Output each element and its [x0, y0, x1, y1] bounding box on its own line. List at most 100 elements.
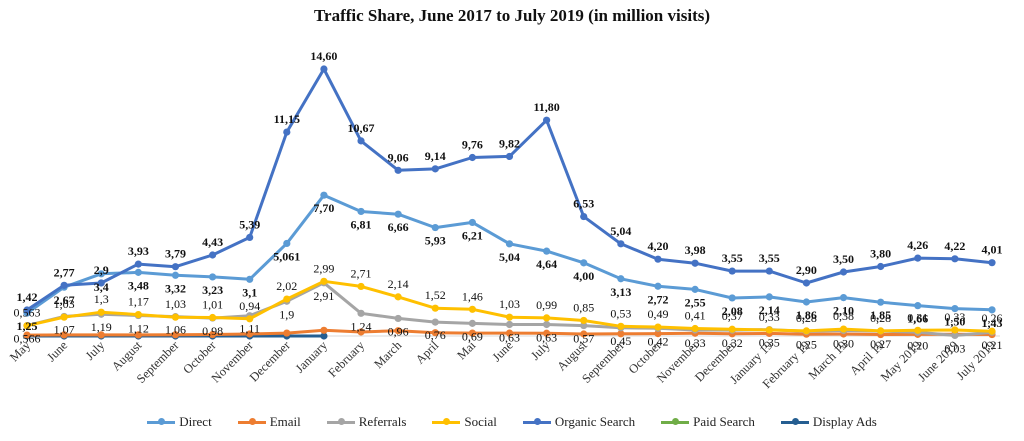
- data-label-referrals: 0,30: [833, 337, 854, 351]
- data-label-social: 0,41: [685, 309, 706, 323]
- legend-label: Paid Search: [693, 414, 755, 429]
- data-label-direct: 2,55: [685, 295, 706, 309]
- point-direct: [877, 298, 885, 306]
- point-social: [914, 326, 922, 334]
- series-social: [23, 277, 996, 335]
- point-social: [988, 327, 996, 335]
- data-label-organic-search: 6,53: [573, 197, 594, 211]
- data-label-referrals: 0,566: [14, 332, 41, 346]
- data-label-direct: 6,21: [462, 228, 483, 242]
- data-label-organic-search: 4,43: [202, 235, 223, 249]
- data-label-social: 2,99: [313, 261, 334, 275]
- data-label-direct: 2,14: [759, 303, 780, 317]
- data-label-referrals: 1,07: [54, 322, 75, 336]
- x-tick-label: June: [44, 338, 70, 364]
- data-label-direct: 6,66: [388, 220, 409, 234]
- legend-item-direct[interactable]: Direct: [147, 414, 212, 430]
- legend-label: Referrals: [358, 414, 407, 429]
- data-label-organic-search: 3,55: [722, 251, 743, 265]
- point-organic-search: [394, 166, 402, 174]
- point-direct: [654, 282, 662, 290]
- point-organic-search: [171, 263, 180, 271]
- point-social: [357, 282, 365, 291]
- point-organic-search: [208, 251, 217, 259]
- point-social: [802, 327, 811, 335]
- legend-item-organic-search[interactable]: Organic Search: [522, 414, 635, 430]
- data-label-direct: 3,48: [128, 278, 149, 292]
- point-referrals: [468, 319, 476, 327]
- point-email: [505, 329, 514, 337]
- data-label-organic-search: 9,14: [425, 149, 446, 163]
- point-social: [394, 293, 402, 301]
- legend-label: Display Ads: [812, 414, 877, 429]
- data-label-organic-search: 9,06: [388, 150, 409, 164]
- chart-title: Traffic Share, June 2017 to July 2019 (i…: [313, 6, 711, 25]
- point-organic-search: [468, 153, 476, 162]
- data-label-social: 2,02: [276, 279, 297, 293]
- data-label-direct: 2,08: [722, 304, 743, 318]
- point-email: [171, 331, 180, 339]
- point-email: [357, 328, 365, 336]
- point-email: [283, 329, 291, 337]
- series-lines: [23, 65, 996, 340]
- point-email: [580, 330, 588, 338]
- legend-item-referrals[interactable]: Referrals: [326, 414, 407, 430]
- data-label-referrals: 2,91: [313, 289, 334, 303]
- point-organic-search: [23, 306, 31, 314]
- data-label-direct: 3,1: [242, 285, 257, 299]
- point-referrals: [431, 318, 439, 326]
- x-tick-label: April: [413, 338, 442, 367]
- point-direct: [208, 273, 217, 281]
- legend-dot-icon: [533, 418, 541, 425]
- data-label-organic-search: 9,76: [462, 138, 483, 152]
- data-label-referrals: 0,69: [462, 329, 483, 343]
- data-label-organic-search: 2,9: [94, 263, 109, 277]
- data-label-organic-search: 4,26: [907, 238, 928, 252]
- data-label-organic-search: 3,80: [870, 247, 891, 261]
- point-direct: [320, 191, 328, 199]
- data-label-referrals: 0,03: [944, 341, 965, 355]
- data-label-social: 0,33: [759, 310, 780, 324]
- point-direct: [691, 285, 699, 293]
- data-label-organic-search: 3,55: [759, 251, 780, 265]
- point-direct: [617, 275, 625, 283]
- data-label-organic-search: 14,60: [310, 49, 337, 63]
- data-label-organic-search: 3,50: [833, 252, 854, 266]
- data-label-direct: 3,13: [610, 285, 631, 299]
- point-social: [97, 308, 105, 316]
- point-organic-search: [357, 137, 365, 145]
- point-referrals: [505, 320, 514, 329]
- data-label-referrals: 0,25: [796, 337, 817, 351]
- point-organic-search: [802, 279, 811, 287]
- data-label-direct: 3,23: [202, 283, 223, 297]
- data-label-referrals: 1,11: [239, 322, 260, 336]
- legend-item-display-ads[interactable]: Display Ads: [780, 414, 877, 430]
- data-label-direct: 1,66: [907, 312, 928, 326]
- legend-item-paid-search[interactable]: Paid Search: [661, 414, 755, 430]
- data-label-organic-search: 3,79: [165, 247, 186, 261]
- legend-item-email[interactable]: Email: [237, 414, 301, 430]
- data-label-social: 1,03: [165, 297, 186, 311]
- legend-line-marker-icon: [432, 418, 461, 425]
- point-referrals: [951, 331, 959, 340]
- data-label-direct: 5,93: [425, 234, 446, 248]
- data-label-social: 1,03: [54, 297, 75, 311]
- data-label-referrals: 0,63: [499, 330, 520, 344]
- data-label-social: 1,17: [128, 295, 149, 309]
- data-label-social: 1,46: [462, 289, 483, 303]
- data-label-organic-search: 4,20: [647, 239, 668, 253]
- point-email: [97, 331, 105, 339]
- legend-item-social[interactable]: Social: [432, 414, 497, 430]
- data-label-social: 1,52: [425, 288, 446, 302]
- point-email: [468, 329, 476, 337]
- point-organic-search: [134, 260, 142, 268]
- point-social: [691, 324, 699, 333]
- data-label-organic-search: 3,98: [685, 243, 706, 257]
- data-label-social: 2,14: [388, 277, 409, 291]
- point-email: [134, 331, 142, 339]
- legend-label: Social: [464, 414, 497, 429]
- legend-line-marker-icon: [661, 418, 690, 425]
- data-label-referrals: 0,76: [425, 328, 446, 342]
- point-organic-search: [765, 267, 773, 275]
- point-direct: [431, 223, 439, 232]
